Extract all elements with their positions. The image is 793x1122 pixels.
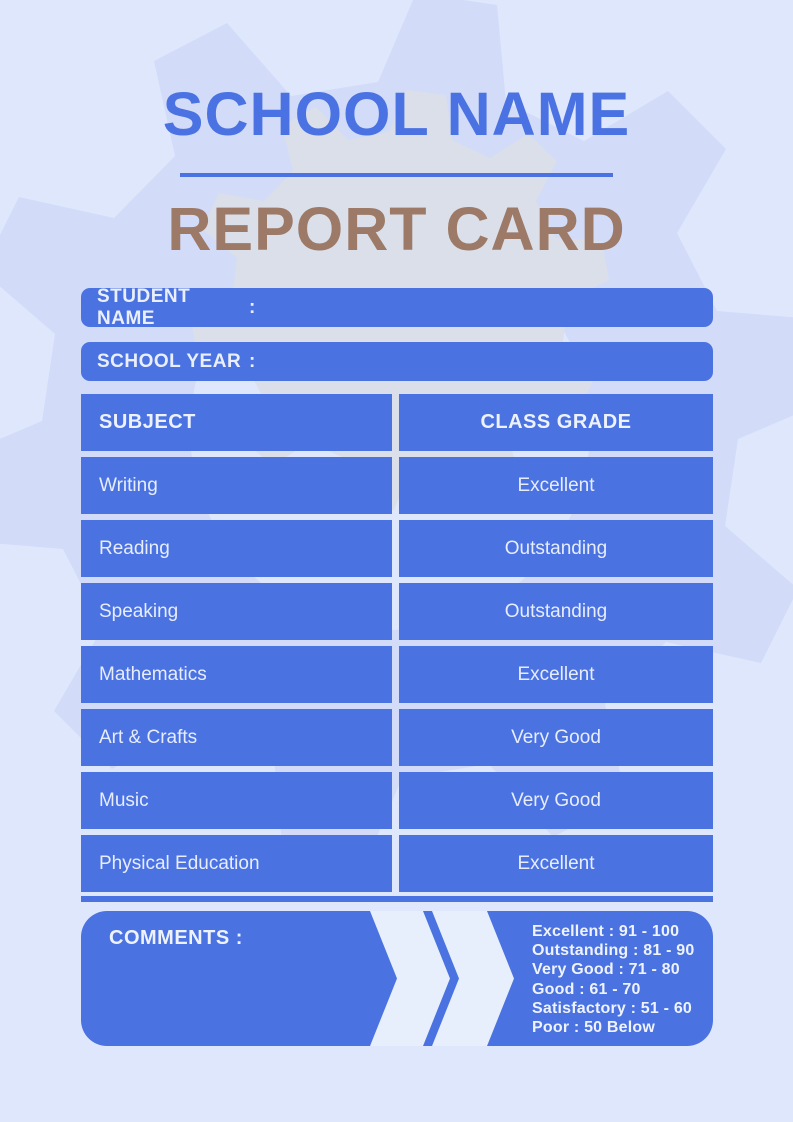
table-row: Art & Crafts Very Good: [81, 709, 713, 766]
student-name-bar: STUDENT NAME :: [81, 285, 713, 329]
school-year-label: SCHOOL YEAR: [97, 350, 242, 372]
grade-cell: Excellent: [399, 835, 713, 892]
column-header-class-grade: CLASS GRADE: [399, 394, 713, 451]
grading-scale-legend: Excellent : 91 - 100 Outstanding : 81 - …: [532, 922, 707, 1037]
comments-input-area[interactable]: [101, 959, 351, 1034]
grade-cell: Outstanding: [399, 583, 713, 640]
scale-item-poor: Poor : 50 Below: [532, 1019, 656, 1037]
table-row: Music Very Good: [81, 772, 713, 829]
subject-cell: Physical Education: [81, 835, 392, 892]
subject-cell: Music: [81, 772, 392, 829]
table-bottom-accent: [81, 896, 713, 902]
school-year-colon: :: [249, 350, 256, 372]
subject-cell: Writing: [81, 457, 392, 514]
comments-label: COMMENTS :: [109, 927, 243, 949]
grade-cell: Outstanding: [399, 520, 713, 577]
subject-cell: Mathematics: [81, 646, 392, 703]
grade-cell: Excellent: [399, 457, 713, 514]
grade-cell: Very Good: [399, 772, 713, 829]
table-row: Speaking Outstanding: [81, 583, 713, 640]
scale-item-outstanding: Outstanding : 81 - 90: [532, 942, 695, 960]
grades-table: SUBJECT CLASS GRADE Writing Excellent Re…: [81, 394, 713, 902]
table-header-row: SUBJECT CLASS GRADE: [81, 394, 713, 451]
student-name-label: STUDENT NAME: [97, 285, 191, 329]
table-row: Writing Excellent: [81, 457, 713, 514]
table-row: Reading Outstanding: [81, 520, 713, 577]
subject-cell: Reading: [81, 520, 392, 577]
report-card-title: REPORT CARD: [167, 195, 626, 263]
scale-item-excellent: Excellent : 91 - 100: [532, 923, 680, 940]
comments-section: COMMENTS : Excellent : 91 - 100 Outstand…: [81, 911, 713, 1046]
student-name-colon: :: [249, 296, 256, 318]
table-row: Mathematics Excellent: [81, 646, 713, 703]
scale-item-satisfactory: Satisfactory : 51 - 60: [532, 999, 693, 1017]
subject-cell: Art & Crafts: [81, 709, 392, 766]
subject-cell: Speaking: [81, 583, 392, 640]
table-row: Physical Education Excellent: [81, 835, 713, 892]
column-header-subject: SUBJECT: [81, 394, 392, 451]
grade-cell: Very Good: [399, 709, 713, 766]
student-name-input[interactable]: [266, 288, 697, 327]
school-name-title: SCHOOL NAME: [162, 80, 631, 148]
school-year-bar: SCHOOL YEAR :: [81, 342, 713, 381]
title-divider: [180, 173, 613, 177]
scale-item-good: Good : 61 - 70: [532, 980, 641, 998]
school-year-input[interactable]: [266, 342, 697, 381]
double-chevron-right-icon: [370, 911, 514, 1046]
scale-item-very-good: Very Good : 71 - 80: [532, 961, 680, 979]
grade-cell: Excellent: [399, 646, 713, 703]
